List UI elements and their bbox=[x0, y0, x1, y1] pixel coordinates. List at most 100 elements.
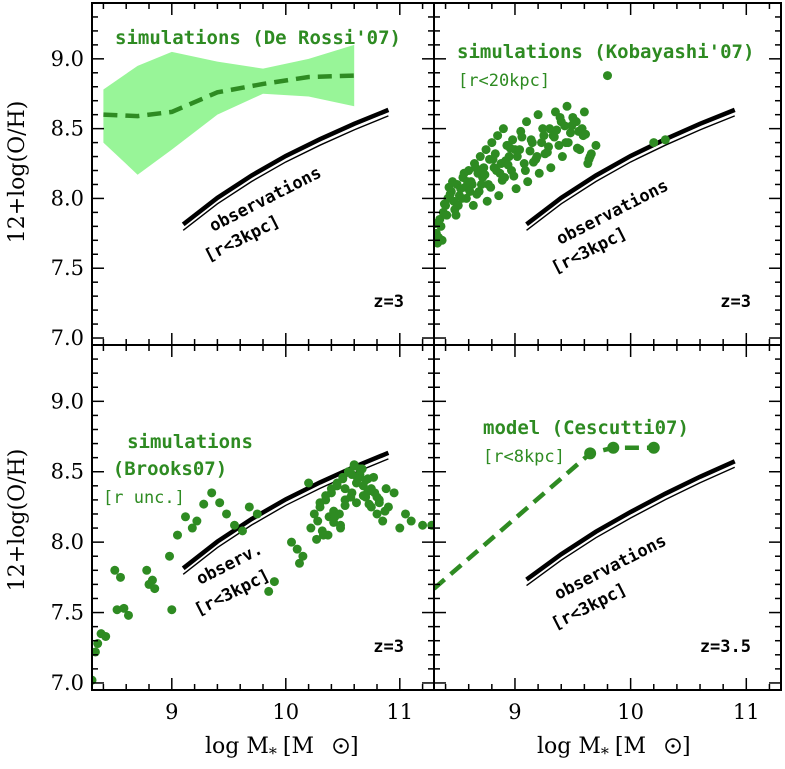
panel-subtitle: [r<8kpc] bbox=[483, 447, 565, 467]
data-point bbox=[552, 125, 562, 135]
y-tick-label: 8.0 bbox=[51, 530, 84, 554]
sim-band bbox=[103, 44, 355, 175]
data-point bbox=[505, 143, 515, 153]
data-point bbox=[539, 131, 549, 141]
data-point bbox=[372, 509, 382, 519]
plot-area bbox=[92, 450, 434, 685]
data-point bbox=[579, 107, 589, 117]
data-point bbox=[298, 551, 308, 561]
panel-title: model (Cescutti07) bbox=[483, 417, 689, 439]
data-point bbox=[244, 502, 254, 512]
data-point bbox=[463, 177, 473, 187]
data-point bbox=[269, 577, 279, 587]
data-point bbox=[192, 516, 202, 526]
data-point bbox=[199, 499, 209, 509]
svg-text:log M*[M: log M* [M bbox=[537, 734, 646, 763]
data-point bbox=[330, 512, 340, 522]
data-point bbox=[252, 509, 262, 519]
data-point bbox=[346, 492, 356, 502]
data-point bbox=[378, 516, 388, 526]
data-point bbox=[395, 523, 405, 533]
data-point bbox=[142, 565, 152, 575]
data-point bbox=[468, 200, 478, 210]
y-tick-label: 8.0 bbox=[51, 186, 84, 210]
data-point bbox=[493, 131, 503, 141]
panel-title-line2: (Brooks07) bbox=[113, 458, 227, 480]
data-point bbox=[562, 101, 572, 111]
panel-title-line1: simulations bbox=[127, 431, 253, 453]
data-point bbox=[481, 145, 491, 155]
data-point bbox=[304, 478, 314, 488]
xlabel-unit-close: ] bbox=[350, 734, 359, 759]
data-point bbox=[287, 537, 296, 547]
data-point bbox=[520, 166, 530, 176]
data-point bbox=[649, 138, 659, 148]
model-line bbox=[434, 445, 654, 591]
data-point bbox=[494, 191, 504, 201]
data-point bbox=[451, 210, 461, 220]
data-point bbox=[418, 520, 428, 530]
panel-top-left: 7.07.58.08.59.0observations[r<3kpc]z=3si… bbox=[51, 2, 435, 350]
data-point bbox=[312, 534, 322, 544]
plot-area bbox=[434, 71, 736, 248]
panel-subtitle: [r<20kpc] bbox=[458, 71, 550, 91]
data-point bbox=[522, 117, 532, 127]
data-point bbox=[511, 184, 521, 194]
data-point bbox=[523, 177, 533, 187]
data-point bbox=[338, 472, 348, 482]
xlabel-unit: [M bbox=[283, 734, 314, 759]
data-point bbox=[457, 193, 467, 203]
data-point bbox=[448, 177, 458, 187]
data-point bbox=[306, 523, 316, 533]
data-point bbox=[401, 509, 410, 519]
data-point bbox=[361, 475, 371, 485]
data-point bbox=[230, 520, 239, 530]
y-tick-label: 7.0 bbox=[51, 671, 84, 695]
x-tick-label: 9 bbox=[508, 700, 521, 724]
data-point bbox=[480, 170, 490, 180]
data-point bbox=[581, 129, 591, 139]
data-point bbox=[321, 491, 331, 501]
data-point bbox=[445, 189, 455, 199]
data-point bbox=[340, 484, 350, 494]
sun-symbol-icon bbox=[665, 738, 681, 754]
data-point bbox=[264, 586, 274, 596]
data-point bbox=[487, 138, 497, 148]
xlabel-sub: * bbox=[269, 744, 277, 763]
observations-line bbox=[525, 107, 736, 227]
ylabel-top: 12+log(O/H) bbox=[5, 101, 30, 244]
data-point bbox=[222, 509, 232, 519]
data-point bbox=[459, 168, 469, 178]
data-point bbox=[475, 152, 485, 162]
panel-title: simulations (De Rossi'07) bbox=[115, 27, 401, 49]
xlabel-left: log M* [M ] bbox=[205, 734, 359, 763]
data-point bbox=[317, 526, 327, 536]
data-point bbox=[534, 168, 544, 178]
data-point bbox=[509, 171, 519, 181]
data-point bbox=[519, 159, 529, 169]
xlabel-sub: * bbox=[601, 744, 609, 763]
data-point bbox=[575, 145, 585, 155]
x-tick-label: 11 bbox=[386, 700, 413, 724]
data-point bbox=[498, 124, 508, 134]
data-point bbox=[586, 149, 596, 159]
data-point bbox=[569, 115, 579, 125]
data-point bbox=[215, 498, 225, 508]
plot-area bbox=[103, 44, 390, 231]
x-tick-label: 10 bbox=[272, 700, 299, 724]
plot-area bbox=[434, 441, 736, 591]
data-point bbox=[374, 498, 384, 508]
data-point bbox=[167, 605, 177, 615]
data-point bbox=[351, 498, 361, 508]
data-point bbox=[660, 135, 670, 145]
model-point bbox=[647, 441, 660, 454]
data-point bbox=[486, 182, 496, 192]
data-point bbox=[549, 132, 559, 142]
data-point bbox=[326, 484, 336, 494]
data-point bbox=[528, 157, 538, 167]
model-point bbox=[584, 447, 597, 460]
data-point bbox=[110, 565, 120, 575]
data-point bbox=[369, 472, 379, 482]
data-point bbox=[349, 461, 359, 471]
